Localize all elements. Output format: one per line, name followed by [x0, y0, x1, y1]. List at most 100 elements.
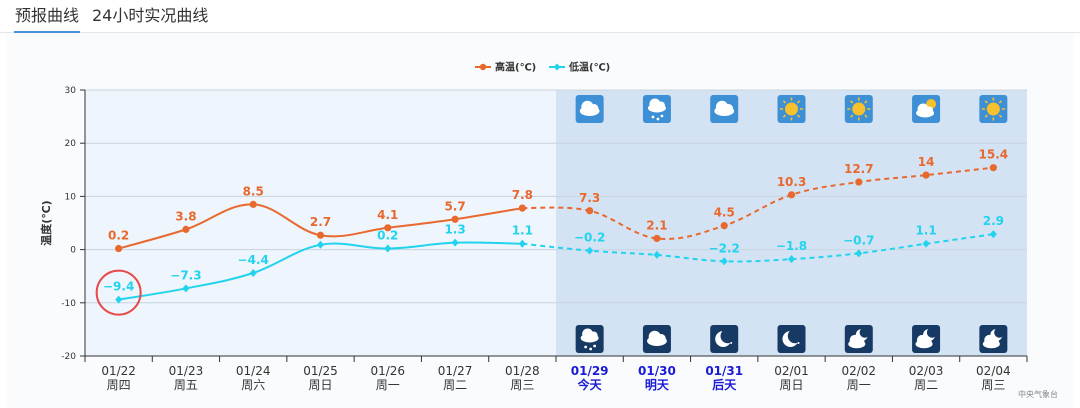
cloudy-icon: [642, 325, 671, 353]
sun-ray: [984, 114, 988, 118]
data-point-low: [788, 255, 795, 264]
data-point-low: [855, 249, 863, 258]
data-label-low: −0.2: [574, 231, 605, 245]
x-weekday-label: 周二: [914, 378, 938, 392]
sun-ray: [850, 114, 854, 118]
data-label-low: 0.2: [377, 229, 398, 243]
data-point-low: [653, 250, 661, 259]
data-label-high: 12.7: [844, 162, 874, 176]
observed-region-bg: [85, 90, 556, 356]
x-weekday-label: 周五: [174, 378, 198, 392]
partly-cloudy-night-icon: [912, 325, 941, 353]
cloud-shape: [589, 331, 598, 340]
data-label-high: 8.5: [243, 184, 264, 198]
data-point-high: [653, 234, 661, 243]
data-point-low: [115, 295, 123, 304]
snowflake: [660, 114, 664, 118]
light-snow-icon: [642, 95, 671, 123]
x-weekday-label: 周二: [443, 378, 467, 392]
data-label-high: 2.1: [646, 218, 667, 232]
data-label-high: 2.7: [310, 215, 331, 229]
cloudy-icon: [710, 95, 739, 123]
data-point-low: [586, 246, 594, 255]
sunny-icon: [844, 95, 873, 123]
data-point-low: [182, 284, 190, 293]
data-point-low: [720, 257, 728, 266]
sun-ray: [998, 114, 1003, 118]
data-label-low: −2.2: [709, 241, 740, 255]
x-date-label: 01/26: [370, 364, 405, 378]
data-point-low: [518, 239, 526, 248]
x-weekday-label: 周一: [376, 378, 400, 392]
y-tick-label: 20: [65, 139, 77, 149]
y-tick-label: 0: [70, 246, 76, 256]
series-line-low-forecast: [522, 233, 994, 263]
cloud-shape: [925, 106, 934, 115]
x-date-label: 02/02: [841, 364, 876, 378]
data-label-high: 14: [918, 155, 935, 169]
chart-panel: 30 20 10 0 -10 -20 温度(℃) 01/22 周四 01/23 周五 01/24 周六 0…: [6, 33, 1074, 408]
data-label-high: 4.1: [377, 208, 398, 222]
tab-24h-observation-curve[interactable]: 24小时实况曲线: [92, 6, 209, 25]
sun-ray: [998, 100, 1003, 104]
x-date-label: 02/01: [774, 364, 809, 378]
x-weekday-label: 周日: [308, 378, 332, 392]
star-dot: [797, 342, 800, 344]
x-weekday-label: 周日: [779, 378, 803, 392]
data-label-high: 4.5: [714, 206, 735, 220]
y-axis-title: 温度(℃): [39, 200, 53, 245]
x-date-label: 01/30: [638, 364, 676, 378]
data-point-low: [989, 230, 997, 239]
snowflake: [656, 117, 660, 121]
data-point-high: [316, 231, 325, 239]
x-date-label: 01/24: [236, 364, 271, 378]
snowflake: [593, 344, 597, 348]
y-tick-label: 30: [65, 86, 77, 96]
partly-cloudy-night-icon: [844, 325, 873, 353]
cloud-shape: [991, 337, 999, 346]
cloudy-icon: [575, 95, 604, 123]
sun-disc: [852, 102, 866, 116]
data-label-high: 7.8: [512, 188, 533, 202]
data-point-high: [922, 171, 930, 179]
data-label-low: −4.4: [238, 253, 269, 267]
sun-ray: [796, 114, 801, 118]
sun-ray: [796, 100, 801, 104]
cloud-shape: [856, 337, 865, 346]
cloud-shape: [656, 101, 665, 110]
highlight-circle: [95, 269, 142, 316]
x-weekday-label: 周三: [981, 378, 1005, 392]
data-label-high: 3.8: [175, 209, 196, 223]
partly-cloudy-night-icon: [979, 325, 1008, 353]
data-point-low: [384, 244, 392, 253]
data-point-high: [518, 204, 526, 212]
moon-cutout: [720, 328, 735, 344]
y-tick-label: 10: [65, 192, 77, 202]
sunny-icon: [979, 95, 1008, 123]
data-point-low: [451, 238, 459, 247]
x-date-label: 01/31: [705, 364, 743, 378]
x-date-label: 01/25: [303, 364, 338, 378]
sun-disc: [785, 102, 798, 116]
data-point-high: [989, 164, 997, 172]
cloud-shape: [656, 334, 666, 343]
moon-cutout: [859, 327, 870, 338]
sun-ray: [984, 100, 988, 104]
data-point-high: [182, 225, 190, 233]
data-label-low: 1.3: [444, 223, 465, 237]
forecast-region-bg: [556, 90, 1027, 356]
x-date-label: 02/04: [976, 364, 1011, 378]
sun-ray: [782, 100, 787, 104]
tab-forecast-curve[interactable]: 预报曲线: [14, 5, 80, 34]
data-label-low: 1.1: [512, 224, 533, 238]
x-date-label: 01/28: [505, 364, 540, 378]
data-label-high: 7.3: [579, 191, 600, 205]
